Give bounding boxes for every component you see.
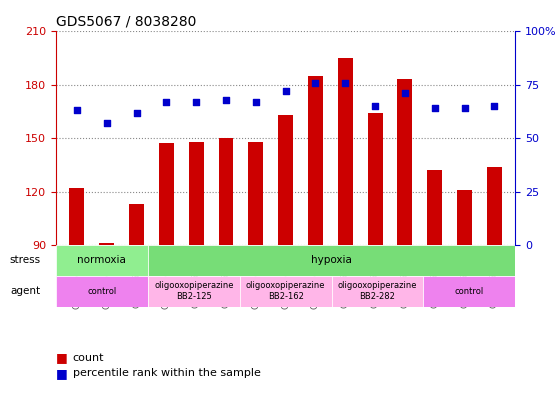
- Bar: [338, 58, 353, 393]
- Point: [430, 105, 439, 112]
- Point: [102, 120, 111, 127]
- FancyBboxPatch shape: [56, 276, 148, 307]
- Bar: [487, 167, 502, 393]
- Bar: [218, 138, 234, 393]
- FancyBboxPatch shape: [240, 276, 332, 307]
- Point: [132, 109, 141, 116]
- Text: oligooxopiperazine
BB2-125: oligooxopiperazine BB2-125: [154, 281, 234, 301]
- Bar: [427, 170, 442, 393]
- Bar: [248, 142, 263, 393]
- Point: [72, 107, 81, 114]
- Point: [371, 103, 380, 109]
- Point: [162, 99, 171, 105]
- Bar: [159, 143, 174, 393]
- Text: control: control: [87, 286, 116, 296]
- Text: percentile rank within the sample: percentile rank within the sample: [73, 368, 260, 378]
- Bar: [457, 190, 472, 393]
- Text: ■: ■: [56, 367, 68, 380]
- FancyBboxPatch shape: [148, 245, 515, 276]
- Bar: [99, 243, 114, 393]
- Text: agent: agent: [11, 286, 41, 296]
- Text: ■: ■: [56, 351, 68, 364]
- Text: GDS5067 / 8038280: GDS5067 / 8038280: [56, 15, 197, 29]
- Text: oligooxopiperazine
BB2-282: oligooxopiperazine BB2-282: [338, 281, 417, 301]
- FancyBboxPatch shape: [423, 276, 515, 307]
- Point: [192, 99, 200, 105]
- Text: hypoxia: hypoxia: [311, 255, 352, 265]
- Bar: [189, 142, 204, 393]
- FancyBboxPatch shape: [56, 245, 148, 276]
- Bar: [308, 76, 323, 393]
- Point: [400, 90, 409, 96]
- Point: [222, 97, 231, 103]
- Point: [251, 99, 260, 105]
- Bar: [69, 188, 85, 393]
- Bar: [278, 115, 293, 393]
- Text: control: control: [455, 286, 484, 296]
- Text: stress: stress: [10, 255, 41, 265]
- Bar: [398, 79, 412, 393]
- Bar: [129, 204, 144, 393]
- Point: [311, 79, 320, 86]
- Point: [281, 88, 290, 94]
- Point: [460, 105, 469, 112]
- Text: normoxia: normoxia: [77, 255, 127, 265]
- Point: [490, 103, 499, 109]
- FancyBboxPatch shape: [148, 276, 240, 307]
- Text: count: count: [73, 353, 104, 363]
- Point: [340, 79, 349, 86]
- Text: oligooxopiperazine
BB2-162: oligooxopiperazine BB2-162: [246, 281, 325, 301]
- FancyBboxPatch shape: [332, 276, 423, 307]
- Bar: [367, 113, 382, 393]
